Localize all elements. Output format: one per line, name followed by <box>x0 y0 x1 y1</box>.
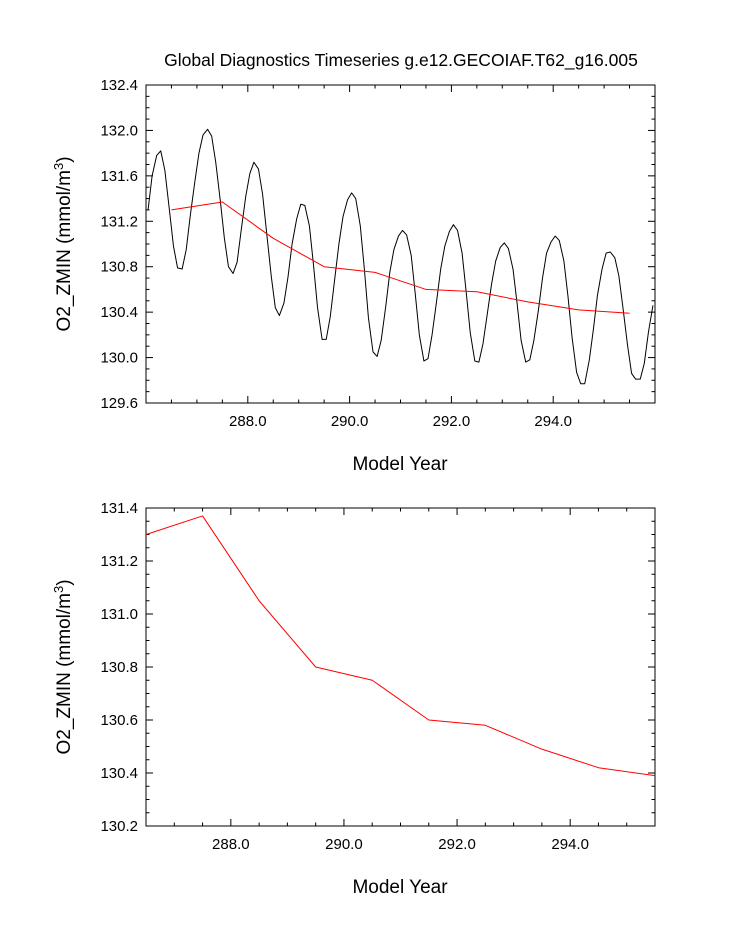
y-tick-label: 132.4 <box>100 77 138 94</box>
series-line-monthly <box>147 128 654 385</box>
axis-ticks <box>145 507 656 827</box>
plot-frame <box>145 507 656 827</box>
plot-frame <box>145 84 656 404</box>
y-axis-title-text: O2_ZMIN (mmol/m <box>54 170 75 332</box>
top-chart: Global Diagnostics Timeseries g.e12.GECO… <box>51 50 656 475</box>
y-tick-label: 132.0 <box>100 122 138 139</box>
axis-ticks <box>145 84 656 404</box>
x-tick-label: 294.0 <box>551 836 589 853</box>
y-tick-label: 130.2 <box>100 818 138 835</box>
y-tick-label: 130.6 <box>100 712 138 729</box>
series-line-annual-mean <box>171 201 630 314</box>
x-tick-label: 294.0 <box>534 413 572 430</box>
y-tick-label: 131.0 <box>100 606 138 623</box>
tick-labels: 288.0 290.0 292.0 294.0 129.6 130.0 130.4 130.8… <box>100 77 572 430</box>
chart-title: Global Diagnostics Timeseries g.e12.GECO… <box>164 50 638 71</box>
x-tick-label: 290.0 <box>331 413 369 430</box>
y-tick-label: 129.6 <box>100 395 138 412</box>
x-axis-title: Model Year <box>352 877 448 898</box>
x-tick-label: 292.0 <box>433 413 471 430</box>
y-axis-title-superscript: 3 <box>51 163 66 170</box>
x-tick-label: 290.0 <box>325 836 363 853</box>
y-tick-label: 131.4 <box>100 500 138 517</box>
y-tick-label: 130.8 <box>100 659 138 676</box>
bottom-chart: 288.0 290.0 292.0 294.0 130.2 130.4 130.6 130.8… <box>51 500 656 898</box>
x-tick-label: 288.0 <box>212 836 250 853</box>
series-lines <box>147 128 654 385</box>
y-axis-title: O2_ZMIN (mmol/m3) <box>51 156 75 331</box>
y-axis-title-close: ) <box>54 579 75 585</box>
x-tick-label: 288.0 <box>229 413 267 430</box>
y-tick-label: 131.6 <box>100 168 138 185</box>
x-tick-label: 292.0 <box>438 836 476 853</box>
y-tick-label: 130.4 <box>100 765 138 782</box>
y-tick-label: 130.8 <box>100 259 138 276</box>
y-axis-title-close: ) <box>54 156 75 162</box>
x-axis-title: Model Year <box>352 454 448 475</box>
y-tick-label: 130.4 <box>100 304 138 321</box>
y-tick-label: 131.2 <box>100 553 138 570</box>
tick-labels: 288.0 290.0 292.0 294.0 130.2 130.4 130.6 130.8… <box>100 500 588 853</box>
series-lines <box>145 515 656 777</box>
series-line-annual-mean <box>145 515 656 777</box>
y-axis-title: O2_ZMIN (mmol/m3) <box>51 579 75 754</box>
y-tick-label: 130.0 <box>100 350 138 367</box>
y-axis-title-superscript: 3 <box>51 586 66 593</box>
y-tick-label: 131.2 <box>100 213 138 230</box>
y-axis-title-text: O2_ZMIN (mmol/m <box>54 593 75 755</box>
